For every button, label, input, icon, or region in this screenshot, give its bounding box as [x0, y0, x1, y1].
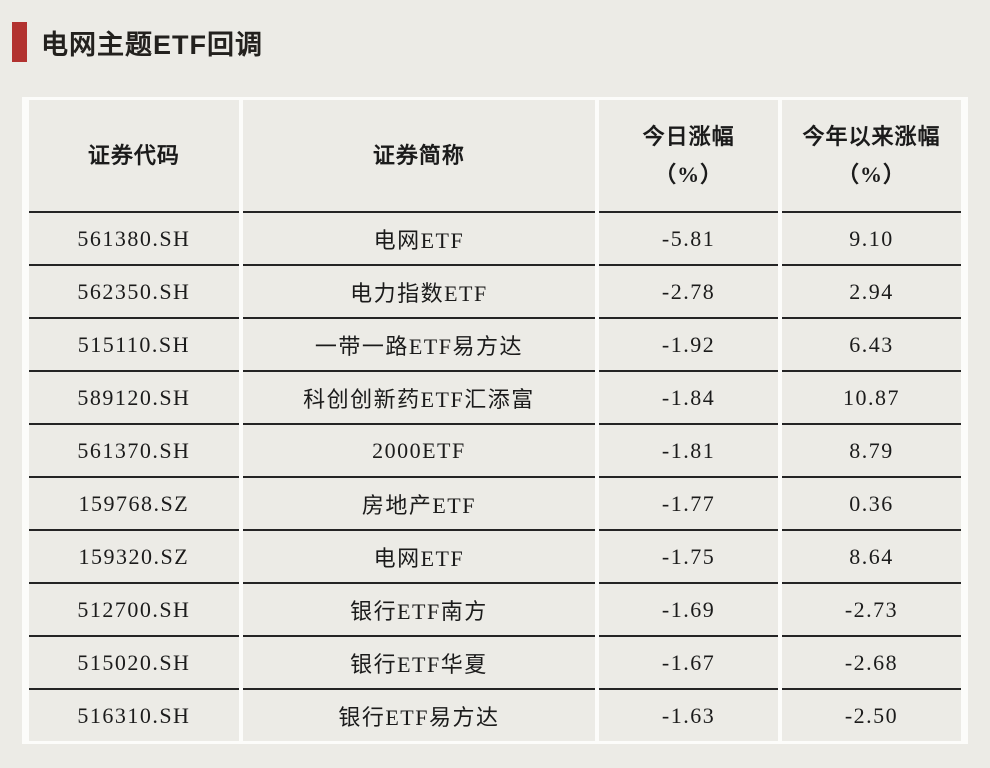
security-code-cell: 515020.SH — [29, 637, 239, 690]
table-row: 516310.SH 银行ETF易方达 -1.63 -2.50 — [29, 690, 961, 741]
security-code-cell: 515110.SH — [29, 319, 239, 372]
security-name-cell: 电力指数ETF — [242, 266, 596, 319]
header-label: 今年以来涨幅 — [802, 123, 941, 149]
page-title: 电网主题ETF回调 — [41, 29, 263, 60]
header-sublabel: （%） — [837, 161, 907, 187]
security-name-cell: 电网ETF — [242, 213, 596, 266]
security-code-cell: 516310.SH — [29, 690, 239, 741]
header-row: 证券代码 证券简称 今日涨幅 （%） 今年以来涨幅 （%） — [29, 100, 961, 213]
security-name-cell: 2000ETF — [242, 425, 596, 478]
table-body: 561380.SH 电网ETF -5.81 9.10 562350.SH 电力指数ETF -… — [29, 213, 961, 741]
today-change-cell: -1.77 — [599, 478, 779, 531]
today-change-cell: -5.81 — [599, 213, 779, 266]
table-row: 515110.SH 一带一路ETF易方达 -1.92 6.43 — [29, 319, 961, 372]
security-code-cell: 562350.SH — [29, 266, 239, 319]
today-change-cell: -1.69 — [599, 584, 779, 637]
ytd-change-cell: 2.94 — [782, 266, 961, 319]
today-change-cell: -1.84 — [599, 372, 779, 425]
security-code-cell: 159768.SZ — [29, 478, 239, 531]
header-today-change: 今日涨幅 （%） — [599, 100, 779, 213]
header-sublabel: （%） — [654, 161, 724, 187]
header-ytd-change: 今年以来涨幅 （%） — [782, 100, 961, 213]
ytd-change-cell: -2.73 — [782, 584, 961, 637]
ytd-change-cell: 6.43 — [782, 319, 961, 372]
security-name-cell: 一带一路ETF易方达 — [242, 319, 596, 372]
table-row: 159768.SZ 房地产ETF -1.77 0.36 — [29, 478, 961, 531]
ytd-change-cell: 8.64 — [782, 531, 961, 584]
security-code-cell: 512700.SH — [29, 584, 239, 637]
etf-table-container: 证券代码 证券简称 今日涨幅 （%） 今年以来涨幅 （%） 561380.SH 电… — [22, 97, 968, 744]
table-row: 515020.SH 银行ETF华夏 -1.67 -2.68 — [29, 637, 961, 690]
table-row: 562350.SH 电力指数ETF -2.78 2.94 — [29, 266, 961, 319]
ytd-change-cell: 8.79 — [782, 425, 961, 478]
ytd-change-cell: 0.36 — [782, 478, 961, 531]
table-row: 512700.SH 银行ETF南方 -1.69 -2.73 — [29, 584, 961, 637]
table-row: 561380.SH 电网ETF -5.81 9.10 — [29, 213, 961, 266]
table-row: 561370.SH 2000ETF -1.81 8.79 — [29, 425, 961, 478]
security-name-cell: 科创创新药ETF汇添富 — [242, 372, 596, 425]
ytd-change-cell: 9.10 — [782, 213, 961, 266]
ytd-change-cell: -2.68 — [782, 637, 961, 690]
security-name-cell: 银行ETF华夏 — [242, 637, 596, 690]
security-code-cell: 561380.SH — [29, 213, 239, 266]
today-change-cell: -1.67 — [599, 637, 779, 690]
header-security-name: 证券简称 — [242, 100, 596, 213]
header-security-code: 证券代码 — [29, 100, 239, 213]
title-block: 电网主题ETF回调 — [12, 22, 263, 62]
today-change-cell: -1.75 — [599, 531, 779, 584]
security-code-cell: 159320.SZ — [29, 531, 239, 584]
security-name-cell: 电网ETF — [242, 531, 596, 584]
today-change-cell: -1.63 — [599, 690, 779, 741]
security-name-cell: 银行ETF南方 — [242, 584, 596, 637]
today-change-cell: -1.81 — [599, 425, 779, 478]
security-code-cell: 589120.SH — [29, 372, 239, 425]
ytd-change-cell: -2.50 — [782, 690, 961, 741]
title-accent-bar — [12, 22, 27, 62]
security-name-cell: 银行ETF易方达 — [242, 690, 596, 741]
today-change-cell: -2.78 — [599, 266, 779, 319]
table-header: 证券代码 证券简称 今日涨幅 （%） 今年以来涨幅 （%） — [29, 100, 961, 213]
security-name-cell: 房地产ETF — [242, 478, 596, 531]
table-row: 589120.SH 科创创新药ETF汇添富 -1.84 10.87 — [29, 372, 961, 425]
header-label: 证券简称 — [372, 142, 465, 168]
today-change-cell: -1.92 — [599, 319, 779, 372]
header-label: 今日涨幅 — [642, 123, 735, 149]
security-code-cell: 561370.SH — [29, 425, 239, 478]
ytd-change-cell: 10.87 — [782, 372, 961, 425]
etf-table: 证券代码 证券简称 今日涨幅 （%） 今年以来涨幅 （%） 561380.SH 电… — [22, 97, 968, 744]
header-label: 证券代码 — [87, 142, 180, 168]
table-row: 159320.SZ 电网ETF -1.75 8.64 — [29, 531, 961, 584]
